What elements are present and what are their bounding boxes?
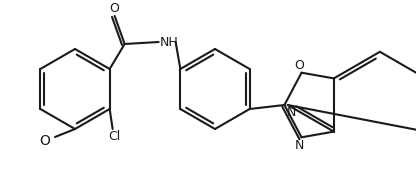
Text: O: O bbox=[40, 134, 50, 148]
Text: N: N bbox=[287, 106, 297, 119]
Text: NH: NH bbox=[159, 36, 178, 49]
Text: O: O bbox=[295, 59, 305, 72]
Text: N: N bbox=[295, 139, 304, 152]
Text: Cl: Cl bbox=[109, 130, 121, 143]
Text: O: O bbox=[110, 2, 119, 15]
